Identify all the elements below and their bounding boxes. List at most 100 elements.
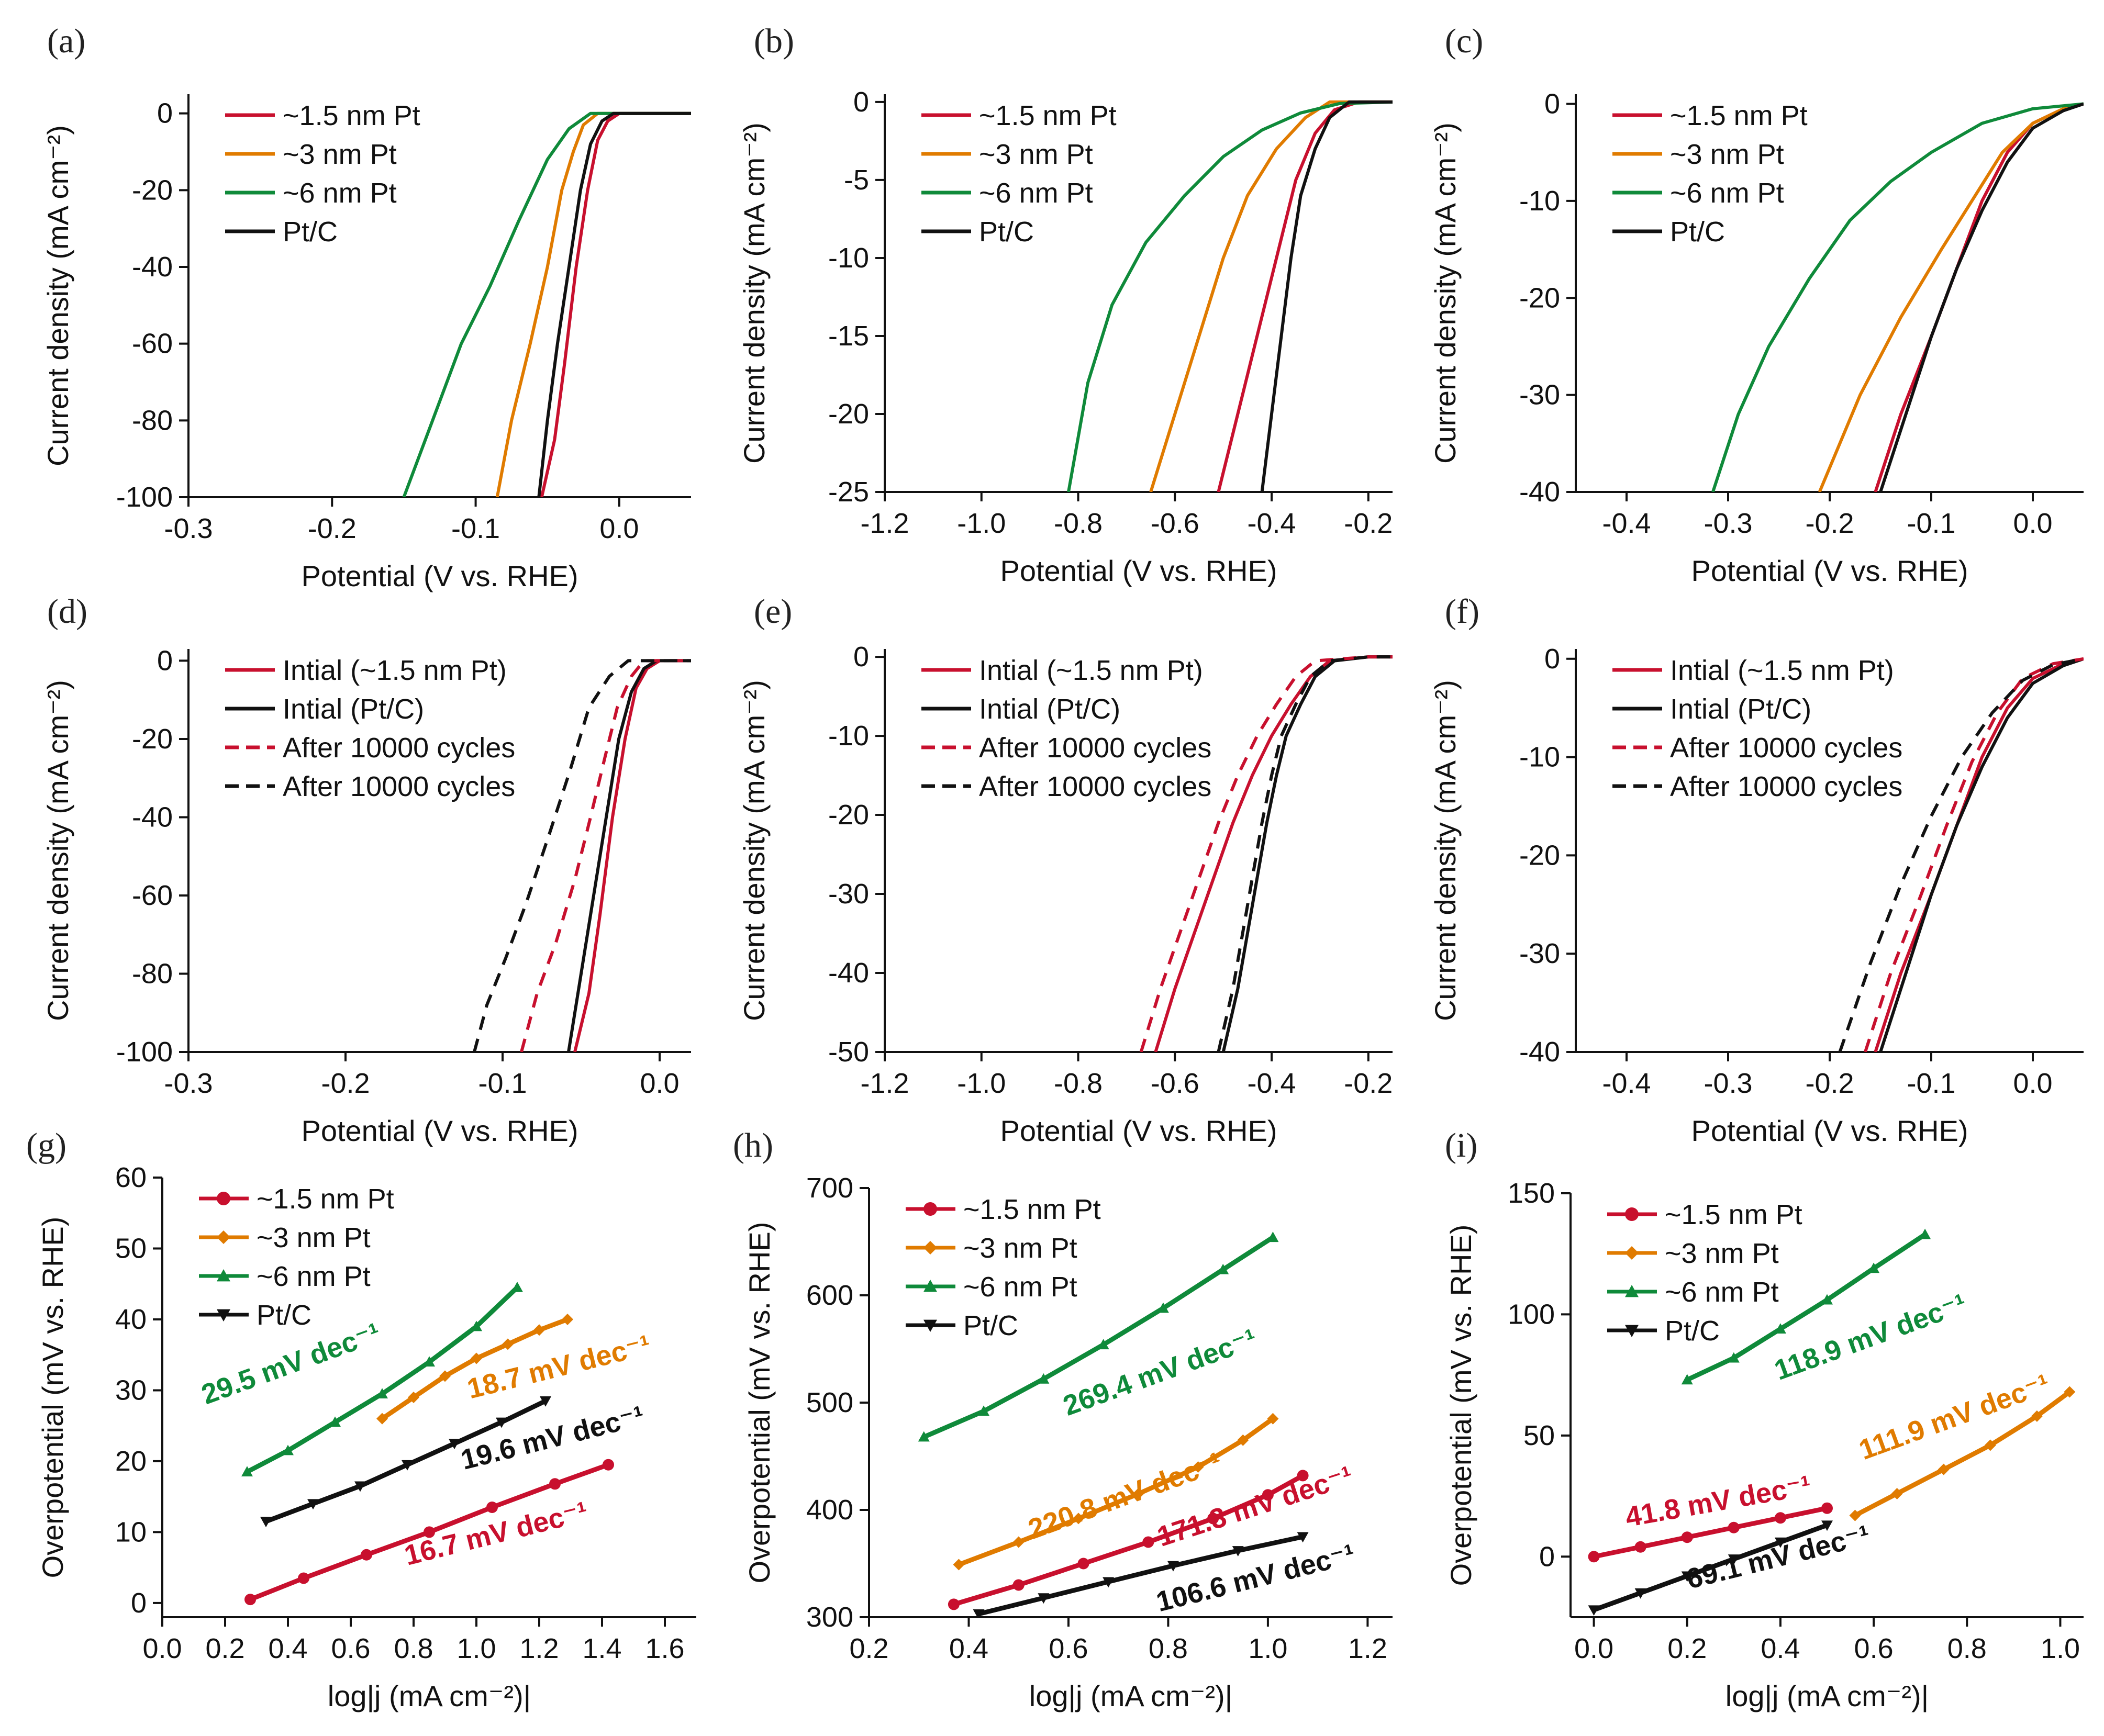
- y-tick-label-b: -25: [828, 476, 869, 508]
- data-point-i-2: [1821, 1294, 1833, 1305]
- x-tick-label-h: 0.8: [1149, 1633, 1188, 1664]
- y-tick-label-h: 300: [806, 1601, 853, 1633]
- legend-label-g: ~1.5 nm Pt: [257, 1183, 394, 1215]
- y-tick-label-c: 0: [1544, 88, 1560, 120]
- panel-label-b: (b): [754, 22, 794, 60]
- series-line-i-0: [1593, 1506, 1828, 1559]
- series-line-f-2: [1864, 657, 2084, 1052]
- x-tick-label-g: 0.4: [268, 1633, 307, 1664]
- data-point-g-1: [439, 1370, 451, 1382]
- x-axis-title-c: Potential (V vs. RHE): [1691, 554, 1968, 587]
- plot-area-c: [1711, 102, 2084, 492]
- x-tick-label-f: -0.2: [1805, 1068, 1854, 1099]
- data-point-h-0: [1077, 1558, 1089, 1570]
- data-point-g-3: [496, 1417, 507, 1428]
- x-axis-title-b: Potential (V vs. RHE): [1000, 554, 1277, 587]
- legend-label-f: Intial (Pt/C): [1670, 693, 1811, 725]
- x-tick-label-e: -0.8: [1054, 1068, 1103, 1099]
- x-tick-label-i: 0.4: [1761, 1633, 1800, 1664]
- y-axis-title-d: Current density (mA cm⁻²): [41, 680, 74, 1021]
- series-line-i-3: [1593, 1522, 1828, 1612]
- legend-marker-h: [923, 1202, 937, 1216]
- data-point-h-1: [1192, 1461, 1204, 1473]
- legend-marker-g: [217, 1269, 230, 1282]
- legend-label-c: ~6 nm Pt: [1670, 177, 1784, 209]
- y-tick-label-g: 60: [115, 1162, 147, 1193]
- y-tick-label-a: -60: [132, 328, 173, 360]
- x-axis-title-i: log|j (mA cm⁻²)|: [1725, 1679, 1929, 1712]
- data-point-g-2: [511, 1282, 523, 1292]
- legend-label-i: ~3 nm Pt: [1665, 1238, 1779, 1269]
- series-line-d-3: [473, 659, 691, 1052]
- y-tick-label-a: 0: [157, 98, 173, 129]
- x-tick-label-a: 0.0: [599, 513, 639, 544]
- data-point-i-2: [1728, 1352, 1740, 1363]
- data-point-g-1: [562, 1313, 573, 1325]
- y-tick-label-h: 700: [806, 1172, 853, 1204]
- series-line-a-2: [402, 111, 691, 497]
- legend-label-f: After 10000 cycles: [1670, 732, 1902, 764]
- x-tick-label-i: 0.0: [1574, 1633, 1613, 1664]
- data-point-h-3: [1297, 1532, 1309, 1543]
- data-point-h-2: [1038, 1373, 1050, 1384]
- chart-c: (c) -0.4 -0.3 -0.2 -0.1 0.0 0 -10 -20 -30 -40 Poten…: [1429, 22, 2084, 587]
- x-tick-label-f: 0.0: [2013, 1068, 2052, 1099]
- y-tick-label-g: 20: [115, 1446, 147, 1477]
- series-line-f-3: [1838, 657, 2084, 1052]
- x-tick-label-d: -0.3: [164, 1068, 213, 1099]
- x-tick-label-b: -0.6: [1151, 508, 1199, 539]
- x-tick-label-i: 0.8: [1947, 1633, 1987, 1664]
- data-point-i-2: [1774, 1323, 1786, 1334]
- x-tick-label-h: 0.2: [849, 1633, 888, 1664]
- x-axis-title-a: Potential (V vs. RHE): [301, 559, 578, 592]
- y-tick-label-f: -40: [1519, 1036, 1560, 1068]
- data-point-h-0: [1012, 1579, 1025, 1591]
- y-tick-label-i: 0: [1539, 1541, 1555, 1572]
- data-point-i-1: [2031, 1410, 2043, 1422]
- legend-label-c: ~1.5 nm Pt: [1670, 100, 1808, 131]
- y-tick-label-a: -100: [116, 481, 173, 513]
- legend-marker-g: [217, 1230, 230, 1244]
- y-tick-label-c: -10: [1519, 185, 1560, 217]
- series-line-e-3: [1217, 655, 1393, 1052]
- x-tick-label-c: -0.1: [1907, 508, 1955, 539]
- x-tick-label-b: -1.2: [860, 508, 909, 539]
- legend-label-b: Pt/C: [979, 216, 1034, 248]
- panel-label-g: (g): [26, 1126, 66, 1164]
- data-point-h-0: [1207, 1513, 1219, 1525]
- panel-label-f: (f): [1445, 592, 1479, 631]
- y-axis-title-i: Overpotential (mV vs. RHE): [1444, 1225, 1477, 1586]
- y-tick-label-h: 500: [806, 1387, 853, 1418]
- y-axis-title-g: Overpotential (mV vs. RHE): [36, 1217, 69, 1578]
- data-point-g-0: [244, 1594, 256, 1606]
- series-line-i-2: [1686, 1232, 1927, 1382]
- data-point-h-1: [1073, 1513, 1084, 1525]
- y-tick-label-e: -50: [828, 1036, 869, 1068]
- x-tick-label-e: -0.4: [1248, 1068, 1296, 1099]
- x-tick-label-g: 1.2: [519, 1633, 559, 1664]
- chart-a: (a) -0.3 -0.2 -0.1 0.0 0 -20 -40 -60 -80 -100 Poten…: [41, 22, 691, 592]
- data-point-i-0: [1634, 1541, 1646, 1553]
- legend-label-d: After 10000 cycles: [283, 771, 515, 802]
- data-point-h-3: [1038, 1593, 1050, 1604]
- x-axis-title-g: log|j (mA cm⁻²)|: [328, 1679, 531, 1712]
- data-point-i-0: [1588, 1551, 1600, 1563]
- legend-label-g: ~6 nm Pt: [257, 1261, 371, 1292]
- legend-marker-g: [217, 1309, 230, 1321]
- series-line-f-1: [1879, 657, 2084, 1052]
- data-point-g-0: [298, 1572, 309, 1584]
- data-point-i-1: [1984, 1439, 1996, 1451]
- y-axis-title-b: Current density (mA cm⁻²): [738, 122, 771, 464]
- y-tick-label-c: -20: [1519, 282, 1560, 313]
- data-point-g-3: [354, 1481, 366, 1492]
- data-point-h-2: [978, 1405, 990, 1416]
- chart-b: (b) -1.2 -1.0 -0.8 -0.6 -0.4 -0.2 0 -5 -10 -15 -20 -…: [738, 22, 1393, 587]
- data-point-h-1: [1132, 1488, 1144, 1500]
- y-tick-label-b: 0: [853, 86, 869, 118]
- data-point-h-2: [1097, 1339, 1109, 1350]
- data-point-i-1: [2064, 1386, 2076, 1398]
- y-tick-label-a: -80: [132, 405, 173, 436]
- x-tick-label-e: -0.6: [1151, 1068, 1199, 1099]
- legend-marker-i: [1625, 1325, 1639, 1337]
